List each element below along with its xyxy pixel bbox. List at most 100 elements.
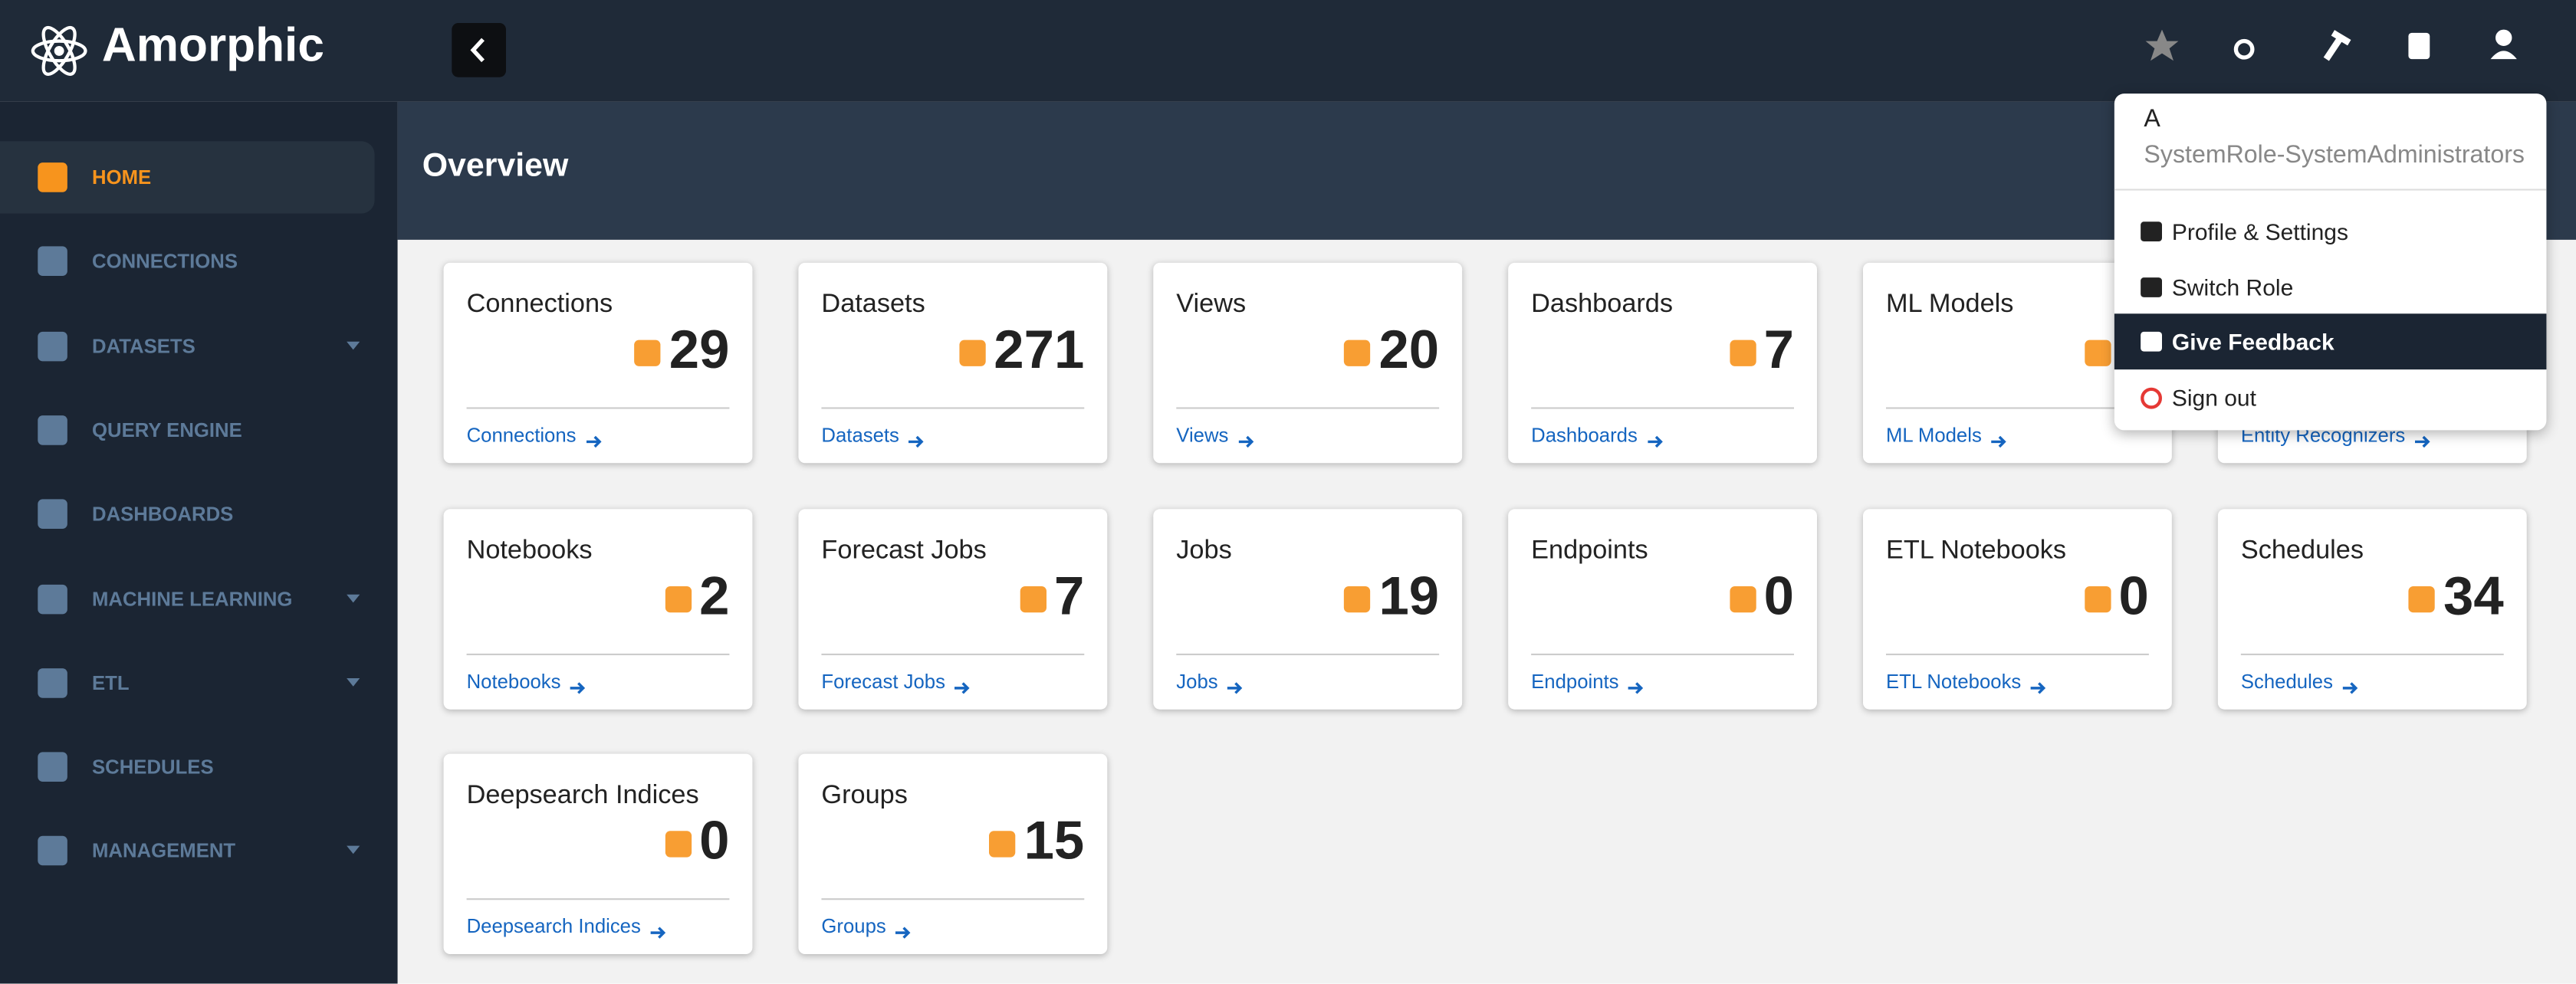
card-title: Datasets [821, 290, 925, 319]
nav-label: QUERY ENGINE [92, 418, 242, 442]
link-arrow [2415, 430, 2431, 448]
nav-label: SCHEDULES [92, 755, 214, 779]
card-count: 29 [669, 318, 730, 379]
page-title: Overview [422, 147, 569, 184]
nav-icon [38, 415, 67, 445]
card-divider [1176, 653, 1440, 655]
card-icon [2409, 586, 2436, 613]
card-count: 7 [1763, 318, 1794, 379]
link-arrow [1628, 676, 1644, 694]
separator [2114, 189, 2547, 191]
card-title: Notebooks [466, 536, 593, 566]
overview-card: Jobs 19 Jobs [1153, 509, 1463, 710]
link-arrow [2342, 676, 2359, 694]
card-count: 0 [2118, 565, 2149, 626]
card-icon [1344, 586, 1371, 613]
card-icon [665, 586, 692, 613]
card-divider [1531, 653, 1794, 655]
card-title: ML Models [1886, 290, 2014, 319]
link-arrow [955, 676, 971, 694]
card-divider [821, 653, 1085, 655]
card-count: 19 [1378, 565, 1440, 626]
nav-item[interactable]: ETL [0, 647, 375, 719]
card-title: Schedules [2240, 536, 2364, 566]
nav-item[interactable]: DASHBOARDS [0, 478, 375, 550]
overview-card: Views 20 Views [1153, 262, 1463, 464]
header-icons[interactable] [2136, 20, 2530, 69]
card-divider [466, 898, 730, 900]
card-link[interactable]: ML Models [1886, 424, 2008, 448]
overview-card: Connections 29 Connections [443, 262, 753, 464]
card-icon [1019, 586, 1046, 613]
card-icon [1729, 586, 1756, 613]
card-link[interactable]: Groups [821, 915, 912, 939]
card-link[interactable]: Deepsearch Indices [467, 915, 668, 939]
nav-label: DATASETS [92, 334, 196, 358]
overview-card: Datasets 271 Datasets [798, 262, 1108, 464]
card-count: 15 [1024, 809, 1085, 871]
card-link[interactable]: Views [1176, 424, 1254, 448]
card-link[interactable]: Connections [467, 424, 603, 448]
card-link[interactable]: Jobs [1176, 670, 1244, 694]
card-icon [2084, 586, 2111, 613]
menu-label: Profile & Settings [2171, 218, 2348, 245]
link-arrow [650, 921, 667, 939]
link-arrow [570, 676, 586, 694]
card-link[interactable]: Schedules [2241, 670, 2359, 694]
menu-icon [2141, 221, 2162, 241]
nav-icon [38, 836, 67, 867]
card-title: Views [1176, 290, 1247, 319]
card-title: Endpoints [1531, 536, 1648, 566]
user-role: SystemRole-SystemAdministrators [2144, 141, 2525, 169]
card-link[interactable]: Dashboards [1531, 424, 1664, 448]
menu-item[interactable]: Sign out [2114, 369, 2547, 425]
menu-item[interactable]: Switch Role [2114, 259, 2547, 315]
link-arrow [909, 430, 925, 448]
card-divider [1886, 407, 2149, 409]
nav-label: DASHBOARDS [92, 503, 234, 526]
caret [347, 340, 360, 349]
sidebar: HOME CONNECTIONS DATASETS QUERY ENGINE DASHB… [0, 101, 398, 984]
card-link[interactable]: Forecast Jobs [821, 670, 971, 694]
card-link[interactable]: ETL Notebooks [1886, 670, 2048, 694]
nav-item[interactable]: HOME [0, 141, 375, 214]
card-count: 271 [994, 318, 1085, 379]
menu-icon [2141, 332, 2162, 353]
nav-label: ETL [92, 671, 130, 694]
card-title: ETL Notebooks [1886, 536, 2067, 566]
nav-item[interactable]: QUERY ENGINE [0, 394, 375, 466]
nav-item[interactable]: CONNECTIONS [0, 225, 375, 297]
card-icon [1344, 339, 1371, 366]
card-link[interactable]: Notebooks [467, 670, 587, 694]
nav-item[interactable]: MACHINE LEARNING [0, 563, 375, 635]
link-arrow [586, 430, 602, 448]
card-link[interactable]: Endpoints [1531, 670, 1645, 694]
card-divider [1531, 407, 1794, 409]
card-icon [634, 339, 662, 366]
overview-card: Forecast Jobs 7 Forecast Jobs [798, 509, 1108, 710]
card-title: Forecast Jobs [821, 536, 987, 566]
card-link[interactable]: Datasets [821, 424, 925, 448]
nav-item[interactable]: MANAGEMENT [0, 815, 375, 887]
nav-label: MANAGEMENT [92, 839, 236, 863]
nav-item[interactable]: SCHEDULES [0, 731, 375, 803]
collapse-button[interactable] [452, 23, 506, 77]
card-icon [2084, 339, 2111, 366]
menu-item[interactable]: Profile & Settings [2114, 204, 2547, 260]
link-arrow [2031, 676, 2047, 694]
card-divider [1176, 407, 1440, 409]
card-icon [665, 831, 692, 858]
nav-label: HOME [92, 166, 152, 189]
menu-item[interactable]: Give Feedback [2114, 314, 2547, 370]
card-count: 0 [1763, 565, 1794, 626]
link-arrow [1647, 430, 1664, 448]
link-arrow [895, 921, 912, 939]
overview-card: Dashboards 7 Dashboards [1508, 262, 1817, 464]
nav-item[interactable]: DATASETS [0, 310, 375, 382]
overview-card: Endpoints 0 Endpoints [1508, 509, 1817, 710]
nav-icon [38, 499, 67, 530]
link-arrow [1991, 430, 2008, 448]
nav-label: CONNECTIONS [92, 250, 238, 274]
